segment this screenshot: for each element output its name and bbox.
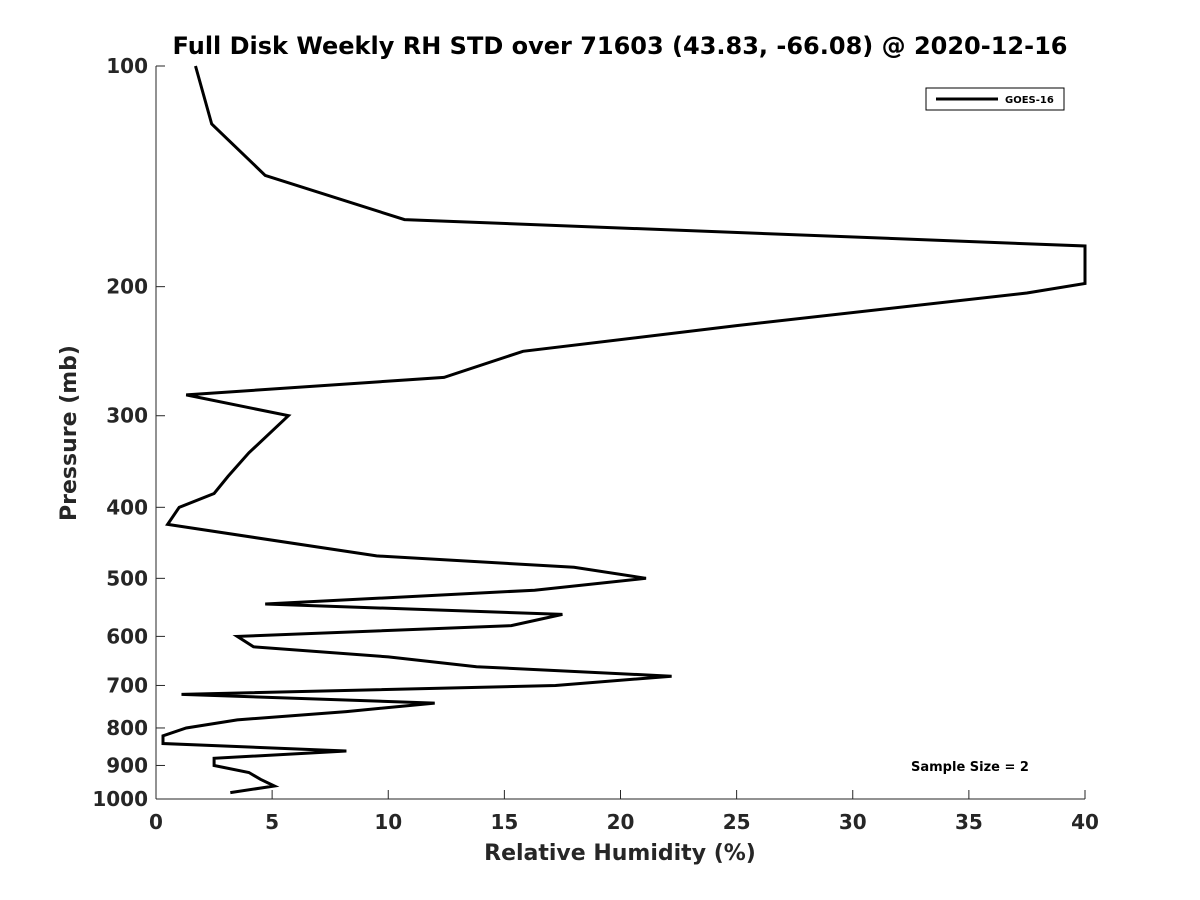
x-tick-label: 30 [839,810,867,834]
y-tick-label: 100 [106,54,148,78]
y-tick-label: 900 [106,753,148,777]
legend: GOES-16 [925,87,1065,111]
x-axis-label: Relative Humidity (%) [484,841,756,866]
x-tick-label: 5 [265,810,279,834]
y-tick-label: 600 [106,624,148,648]
y-tick-label: 300 [106,404,148,428]
sample-size-annotation: Sample Size = 2 [911,760,1029,775]
x-tick-label: 15 [490,810,518,834]
y-tick-label: 400 [106,495,148,519]
y-axis-label: Pressure (mb) [57,345,82,521]
x-tick-label: 35 [955,810,983,834]
axes: 0 5 10 15 20 25 30 35 40 100 200 300 400 500 600 700 800… [92,54,1099,834]
chart-title: Full Disk Weekly RH STD over 71603 (43.8… [173,32,1068,60]
x-tick-label: 25 [723,810,751,834]
y-tick-label: 1000 [92,787,148,811]
y-tick-label: 800 [106,716,148,740]
x-tick-label: 20 [607,810,635,834]
legend-label-goes-16: GOES-16 [1005,95,1054,106]
y-tick-label: 200 [106,275,148,299]
series-line-goes-16 [161,65,1087,795]
y-tick-label: 700 [106,673,148,697]
y-tick-label: 500 [106,566,148,590]
x-tick-label: 40 [1071,810,1099,834]
x-tick-label: 10 [374,810,402,834]
x-tick-label: 0 [149,810,163,834]
plot-lines [161,65,1087,795]
